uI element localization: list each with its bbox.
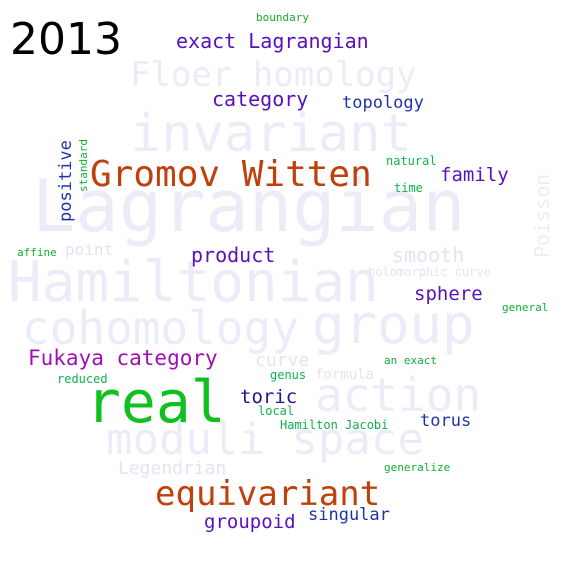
word-curve: curve [255, 350, 310, 371]
word-group: group [312, 293, 475, 356]
word-reduced: reduced [57, 372, 108, 386]
word-moduli-space: moduli space [106, 414, 424, 465]
word-topology: topology [342, 93, 424, 113]
word-fukaya-category: Fukaya category [28, 346, 218, 370]
word-groupoid: groupoid [204, 511, 296, 533]
year-label: 2013 [10, 14, 122, 65]
word-an-exact: an exact [384, 354, 437, 367]
word-hamilton-jacobi: Hamilton Jacobi [280, 418, 389, 432]
word-positive: positive [56, 140, 76, 222]
word-local: local [258, 404, 295, 418]
word-general: general [502, 301, 549, 314]
word-singular: singular [308, 505, 390, 525]
word-toric: toric [240, 386, 298, 408]
word-point: point [65, 240, 114, 259]
word-exact-lagrangian: exact Lagrangian [176, 29, 369, 53]
word-invariant: invariant [130, 104, 412, 164]
word-torus: torus [420, 411, 472, 431]
word-floer-homology: Floer homology [130, 55, 417, 95]
word-formula: formula [315, 367, 375, 383]
word-smooth: smooth [392, 243, 465, 267]
word-natural: natural [386, 154, 437, 168]
word-cohomology: cohomology [22, 301, 299, 355]
word-equivariant: equivariant [155, 474, 381, 514]
word-real: real [86, 368, 226, 436]
word-time: time [394, 181, 423, 195]
word-affine: affine [17, 246, 57, 259]
word-product: product [191, 243, 276, 267]
word-hamiltonian: Hamiltonian [8, 250, 379, 315]
word-holomorphic-curve: holomorphic curve [368, 265, 491, 279]
word-standard: standard [77, 139, 90, 192]
word-category: category [212, 87, 309, 111]
word-genus: genus [270, 368, 307, 382]
word-generalize: generalize [384, 461, 451, 474]
word-family: family [440, 164, 509, 186]
word-boundary: boundary [256, 11, 309, 24]
word-gromov-witten: Gromov Witten [90, 154, 372, 195]
word-poisson: Poisson [530, 173, 554, 258]
word-lagrangian: Lagrangian [32, 164, 466, 248]
word-sphere: sphere [414, 283, 483, 305]
word-action: action [315, 368, 482, 422]
word-legendrian: Legendrian [118, 458, 227, 479]
